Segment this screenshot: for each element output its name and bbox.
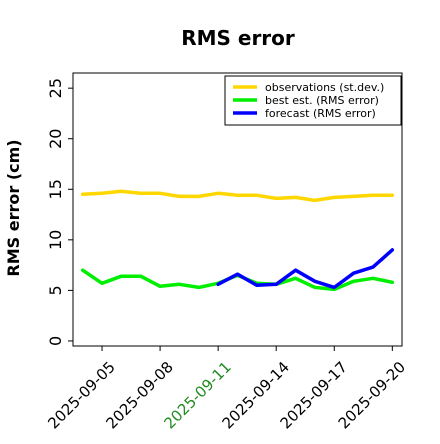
y-axis-label: RMS error (cm) — [4, 139, 23, 276]
y-tick-label: 5 — [46, 285, 65, 295]
y-tick-label: 25 — [46, 78, 65, 98]
y-tick-label: 15 — [46, 179, 65, 199]
plot-area: 05101520252025-09-052025-09-082025-09-11… — [44, 72, 409, 432]
y-tick-label: 10 — [46, 230, 65, 250]
y-tick-label: 20 — [46, 129, 65, 149]
legend-label: observations (st.dev.) — [265, 81, 384, 94]
plot-frame — [72, 72, 403, 347]
y-tick-label: 0 — [46, 336, 65, 346]
legend-label: forecast (RMS error) — [265, 107, 376, 120]
legend-label: best est. (RMS error) — [265, 94, 379, 107]
chart-title: RMS error — [181, 26, 295, 50]
legend: observations (st.dev.)best est. (RMS err… — [224, 75, 402, 126]
series-line-3 — [216, 248, 395, 290]
series-line-1 — [80, 189, 395, 203]
